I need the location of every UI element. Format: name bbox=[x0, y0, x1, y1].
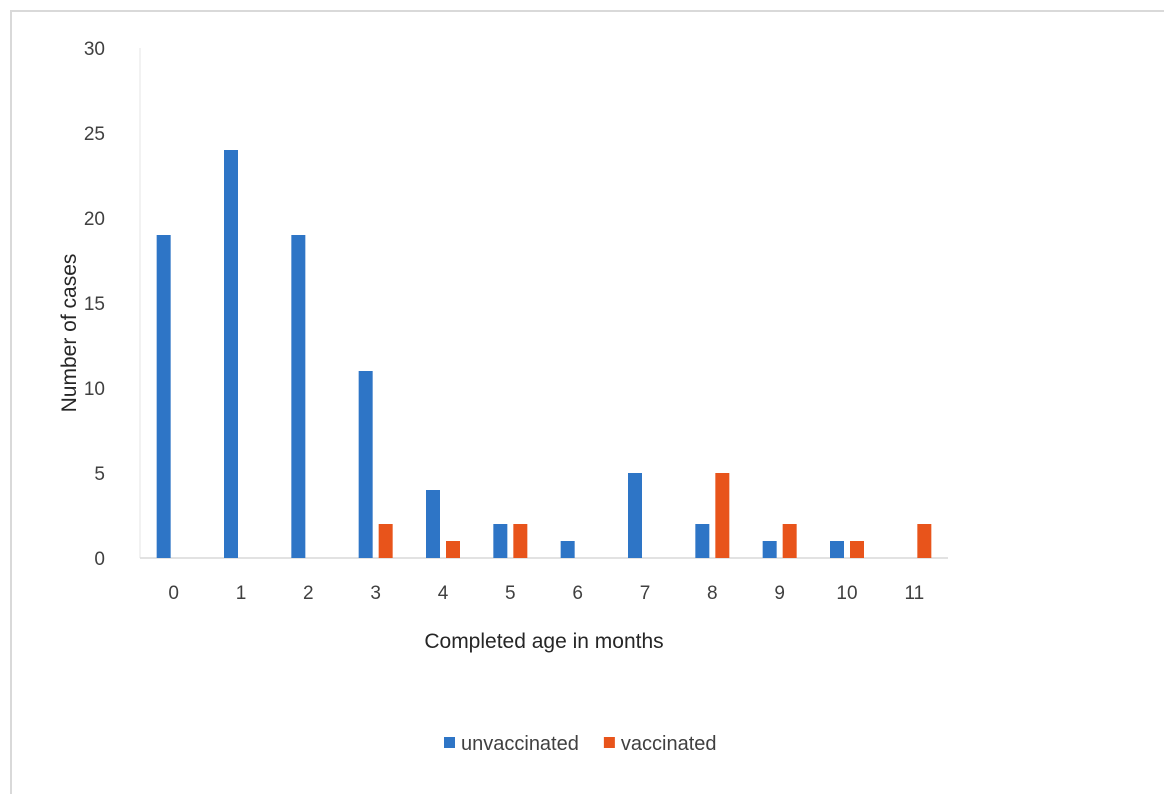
bar-vaccinated-11 bbox=[917, 524, 932, 558]
y-tick-label: 5 bbox=[94, 464, 105, 485]
legend-swatch-unvaccinated bbox=[444, 737, 455, 748]
bar-unvaccinated-6 bbox=[560, 541, 575, 558]
legend: unvaccinated vaccinated bbox=[444, 733, 717, 755]
x-tick-label: 8 bbox=[707, 583, 718, 604]
bar-unvaccinated-4 bbox=[426, 490, 440, 558]
bar-unvaccinated-5 bbox=[493, 524, 508, 558]
bar-vaccinated-9 bbox=[782, 524, 797, 558]
x-tick-label: 7 bbox=[640, 583, 651, 604]
bar-vaccinated-5 bbox=[513, 524, 528, 558]
y-tick-label: 20 bbox=[84, 209, 105, 230]
legend-label-unvaccinated: unvaccinated bbox=[461, 733, 579, 755]
y-tick-label: 10 bbox=[84, 379, 105, 400]
bar-vaccinated-10 bbox=[850, 541, 864, 558]
x-tick-label: 5 bbox=[505, 583, 516, 604]
bar-unvaccinated-10 bbox=[830, 541, 844, 558]
bar-unvaccinated-1 bbox=[224, 150, 238, 558]
bar-unvaccinated-3 bbox=[358, 371, 373, 558]
y-axis-title: Number of cases bbox=[58, 254, 81, 413]
y-tick-label: 0 bbox=[94, 549, 105, 570]
x-tick-label: 10 bbox=[836, 583, 857, 604]
bar-vaccinated-4 bbox=[446, 541, 460, 558]
legend-swatch-vaccinated bbox=[603, 737, 615, 748]
x-tick-label: 3 bbox=[370, 583, 381, 604]
bar-unvaccinated-9 bbox=[762, 541, 777, 558]
bar-vaccinated-8 bbox=[715, 473, 730, 558]
y-tick-label: 30 bbox=[84, 39, 105, 60]
bar-unvaccinated-8 bbox=[695, 524, 710, 558]
x-tick-label: 11 bbox=[904, 583, 924, 604]
x-tick-label: 2 bbox=[303, 583, 314, 604]
bars-group bbox=[156, 150, 932, 558]
legend-label-vaccinated: vaccinated bbox=[621, 733, 717, 755]
x-tick-label: 9 bbox=[774, 583, 785, 604]
x-tick-label: 6 bbox=[572, 583, 583, 604]
x-axis-title: Completed age in months bbox=[424, 630, 663, 653]
chart-frame bbox=[10, 10, 1164, 794]
x-axis-ticks: 0 1 2 3 4 5 6 7 8 9 10 11 bbox=[168, 583, 924, 604]
bar-unvaccinated-2 bbox=[291, 235, 306, 558]
x-tick-label: 1 bbox=[236, 583, 247, 604]
y-tick-label: 25 bbox=[84, 124, 105, 145]
x-tick-label: 0 bbox=[168, 583, 179, 604]
y-axis-ticks: 0 5 10 15 20 25 30 bbox=[84, 39, 105, 570]
y-tick-label: 15 bbox=[84, 294, 105, 315]
x-tick-label: 4 bbox=[438, 583, 449, 604]
bar-vaccinated-3 bbox=[378, 524, 393, 558]
bar-unvaccinated-7 bbox=[628, 473, 642, 558]
bar-unvaccinated-0 bbox=[156, 235, 171, 558]
